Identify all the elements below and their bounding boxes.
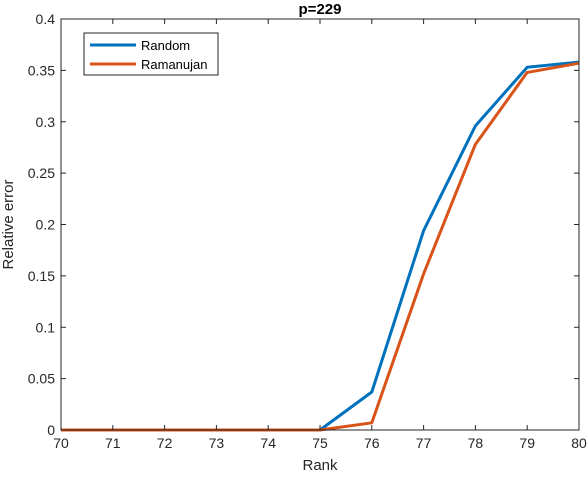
y-tick-label: 0.3 — [36, 114, 56, 130]
y-tick-label: 0.2 — [36, 217, 56, 233]
plot-area — [61, 19, 579, 430]
legend: Random Ramanujan — [83, 32, 219, 76]
x-tick-label: 70 — [53, 435, 69, 451]
legend-box — [83, 32, 219, 76]
x-tick-label: 78 — [468, 435, 484, 451]
y-tick-label: 0.05 — [28, 371, 55, 387]
x-axis-label: Rank — [302, 457, 338, 474]
legend-label-random: Random — [141, 38, 190, 53]
x-tick-label: 76 — [364, 435, 380, 451]
y-axis-label: Relative error — [0, 179, 17, 269]
y-tick-label: 0.35 — [28, 62, 55, 78]
x-tick-label: 71 — [105, 435, 121, 451]
y-tick-label: 0.15 — [28, 268, 55, 284]
x-tick-label: 77 — [416, 435, 432, 451]
x-tick-label: 79 — [519, 435, 535, 451]
x-tick-label: 73 — [209, 435, 225, 451]
chart-title: p=229 — [299, 1, 342, 18]
y-tick-label: 0.1 — [36, 319, 56, 335]
x-tick-label: 80 — [571, 435, 587, 451]
axes-layer: 70 71 72 73 74 75 76 77 78 79 80 0 0.05 0.1 0.15 0.2 0.2… — [28, 11, 587, 451]
x-tick-label: 75 — [312, 435, 328, 451]
y-tick-label: 0.25 — [28, 165, 55, 181]
x-tick-label: 74 — [260, 435, 276, 451]
y-tick-label: 0.4 — [36, 11, 56, 27]
legend-label-ramanujan: Ramanujan — [141, 57, 208, 72]
y-tick-label: 0 — [47, 422, 55, 438]
x-tick-label: 72 — [157, 435, 173, 451]
